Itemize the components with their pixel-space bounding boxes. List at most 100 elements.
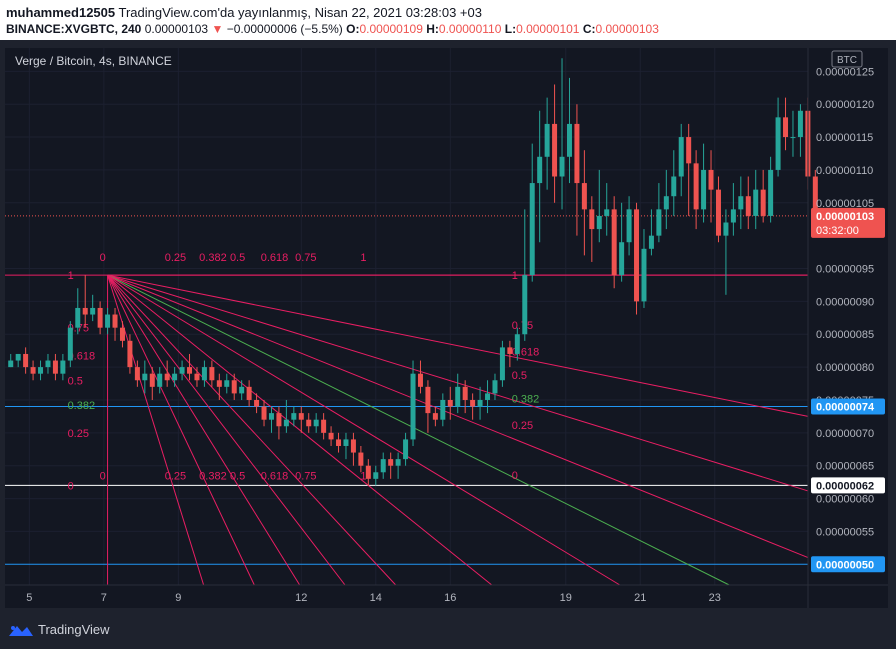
fan-price-ray [107, 274, 730, 586]
last-price-label: 0.00000103 [816, 211, 874, 223]
fan-level-label-mid: 0.25 [512, 420, 533, 432]
candle-body [783, 117, 789, 138]
candle-body [373, 472, 379, 479]
y-tick-label: 0.00000095 [816, 264, 874, 276]
candle-body [730, 209, 736, 223]
candle-body [328, 432, 334, 440]
fan-price-ray [107, 274, 809, 417]
low-label: L: [504, 22, 517, 36]
candle-body [246, 386, 252, 400]
candle-body [678, 137, 684, 177]
candle-body [298, 413, 304, 420]
candle-body [410, 373, 416, 440]
fan-level-label-left: 0.382 [68, 400, 96, 412]
candle-body [239, 386, 245, 394]
fan-level-label-bottom: 0.618 [261, 470, 289, 482]
candle-body [611, 209, 617, 276]
candle-body [179, 367, 185, 374]
author-name: muhammed12505 [6, 5, 116, 20]
grid-lines [5, 48, 808, 585]
y-tick-label: 0.00000125 [816, 66, 874, 78]
candle-body [343, 439, 349, 446]
fan-level-label-top: 1 [360, 252, 366, 264]
publish-date: TradingView.com'da yayınlanmış, Nisan 22… [115, 5, 482, 20]
y-tick-label: 0.00000120 [816, 99, 874, 111]
candle-body [336, 439, 342, 446]
candle-body [365, 465, 371, 479]
price-line-label-bg [811, 477, 885, 494]
candle-body [738, 196, 744, 210]
y-tick-label: 0.00000060 [816, 494, 874, 506]
candle-body [403, 439, 409, 460]
candle-body [216, 380, 222, 387]
countdown-label: 03:32:00 [816, 225, 859, 237]
candle-body [559, 156, 565, 177]
x-tick-label: 23 [709, 592, 721, 604]
y-tick-label: 0.00000080 [816, 362, 874, 374]
axes: 5 7 9 12 14 16 19 21 23 0.00000125 0.00000120 0.000… [5, 48, 888, 608]
candle-body [485, 393, 491, 400]
y-tick-label: 0.00000055 [816, 526, 874, 538]
y-tick-label: 0.00000115 [816, 132, 873, 144]
candle-body [261, 406, 267, 420]
candle-body [45, 360, 51, 368]
candle-body [15, 353, 21, 361]
candle-body [589, 209, 595, 230]
fan-level-label-mid: 1 [512, 270, 518, 282]
price-chart[interactable]: 11110.750.750.750.750.6180.6180.6180.618… [5, 48, 888, 608]
fan-level-label-bottom: 0.382 [199, 470, 227, 482]
candle-body [470, 399, 476, 407]
candle-body [90, 307, 96, 315]
candle-body [775, 117, 781, 170]
tradingview-logo-icon [9, 625, 33, 636]
candle-body [105, 314, 111, 328]
candle-body [492, 380, 498, 394]
candle-body [432, 413, 438, 420]
fan-level-label-top: 0.618 [261, 252, 289, 264]
candle-body [224, 380, 230, 387]
tradingview-logo[interactable]: TradingView [8, 622, 110, 637]
candle-body [395, 459, 401, 466]
ohlc-legend: BINANCE:XVGBTC, 240 0.00000103 ▼ −0.0000… [6, 22, 659, 36]
fan-price-ray [107, 274, 809, 559]
candle-body [514, 334, 520, 354]
candle-body [425, 386, 431, 414]
fan-level-label-left: 0.25 [68, 428, 89, 440]
candle-body [350, 439, 356, 453]
candle-body [447, 399, 453, 407]
candle-body [701, 169, 707, 210]
chart-area[interactable]: 11110.750.750.750.750.6180.6180.6180.618… [5, 48, 888, 608]
x-tick-label: 12 [295, 592, 307, 604]
candle-body [306, 419, 312, 427]
candlesticks [8, 58, 818, 486]
candle-body [723, 222, 729, 236]
fan-level-label-left: 0.75 [68, 323, 89, 335]
candle-body [544, 123, 550, 157]
x-tick-label: 14 [370, 592, 382, 604]
high-value: 0.00000110 [438, 22, 502, 36]
candle-body [30, 367, 36, 374]
price-line-label-bg [811, 556, 885, 573]
fan-level-label-left: 0.5 [68, 375, 83, 387]
candle-body [268, 413, 274, 420]
candle-body [313, 419, 319, 427]
candle-body [626, 209, 632, 243]
y-tick-label: 0.00000090 [816, 296, 874, 308]
close-label: C: [582, 22, 596, 36]
candle-body [283, 419, 289, 427]
candle-body [209, 367, 215, 381]
fan-time-ray [107, 274, 397, 586]
currency-badge[interactable]: BTC [831, 50, 863, 68]
candle-body [797, 110, 803, 138]
y-tick-label: 0.00000065 [816, 461, 874, 473]
footer: TradingView [0, 612, 896, 649]
candle-body [641, 248, 647, 302]
candle-body [97, 307, 103, 328]
candle-body [172, 373, 178, 381]
candle-body [187, 367, 193, 374]
candle-body [8, 360, 14, 368]
open-label: O: [346, 22, 360, 36]
candle-body [254, 399, 260, 407]
candle-body [566, 123, 572, 157]
fan-level-label-mid: 0.382 [512, 394, 540, 406]
